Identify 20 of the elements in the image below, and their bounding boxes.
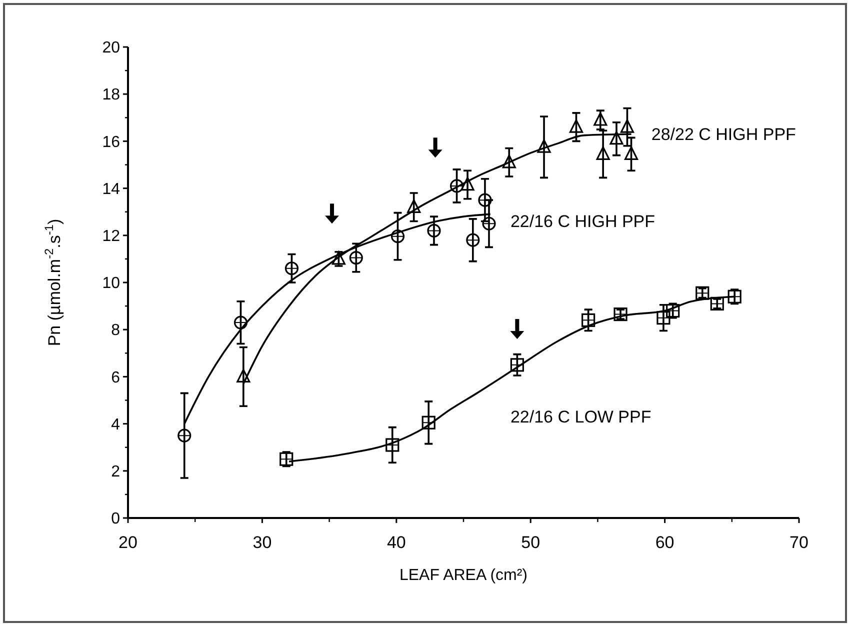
y-tick-label: 12	[102, 228, 120, 245]
y-tick-label: 4	[111, 416, 120, 434]
y-tick-label: 16	[102, 134, 120, 151]
y-tick-label: 0	[111, 510, 120, 528]
series-label: 28/22 C HIGH PPF	[651, 125, 796, 144]
x-tick-label: 70	[790, 533, 808, 552]
series-label: 22/16 C HIGH PPF	[510, 212, 656, 232]
text: 22/16 C LOW PPF	[510, 408, 652, 427]
y-tick-label: 18	[102, 86, 120, 104]
y-tick-label: 14	[102, 180, 120, 198]
x-tick-label: 50	[521, 533, 540, 552]
y-tick-label: 2	[111, 464, 120, 480]
y-tick-label: 6	[111, 369, 120, 386]
x-tick-label: 30	[252, 533, 272, 552]
y-tick-label: 20	[102, 40, 120, 57]
y-tick-label: 10	[102, 275, 120, 292]
x-tick-label: 40	[386, 533, 406, 552]
x-tick-label: 60	[655, 533, 674, 552]
x-axis-title: LEAF AREA (cm²)	[399, 567, 528, 584]
y-tick-label: 8	[111, 322, 120, 340]
